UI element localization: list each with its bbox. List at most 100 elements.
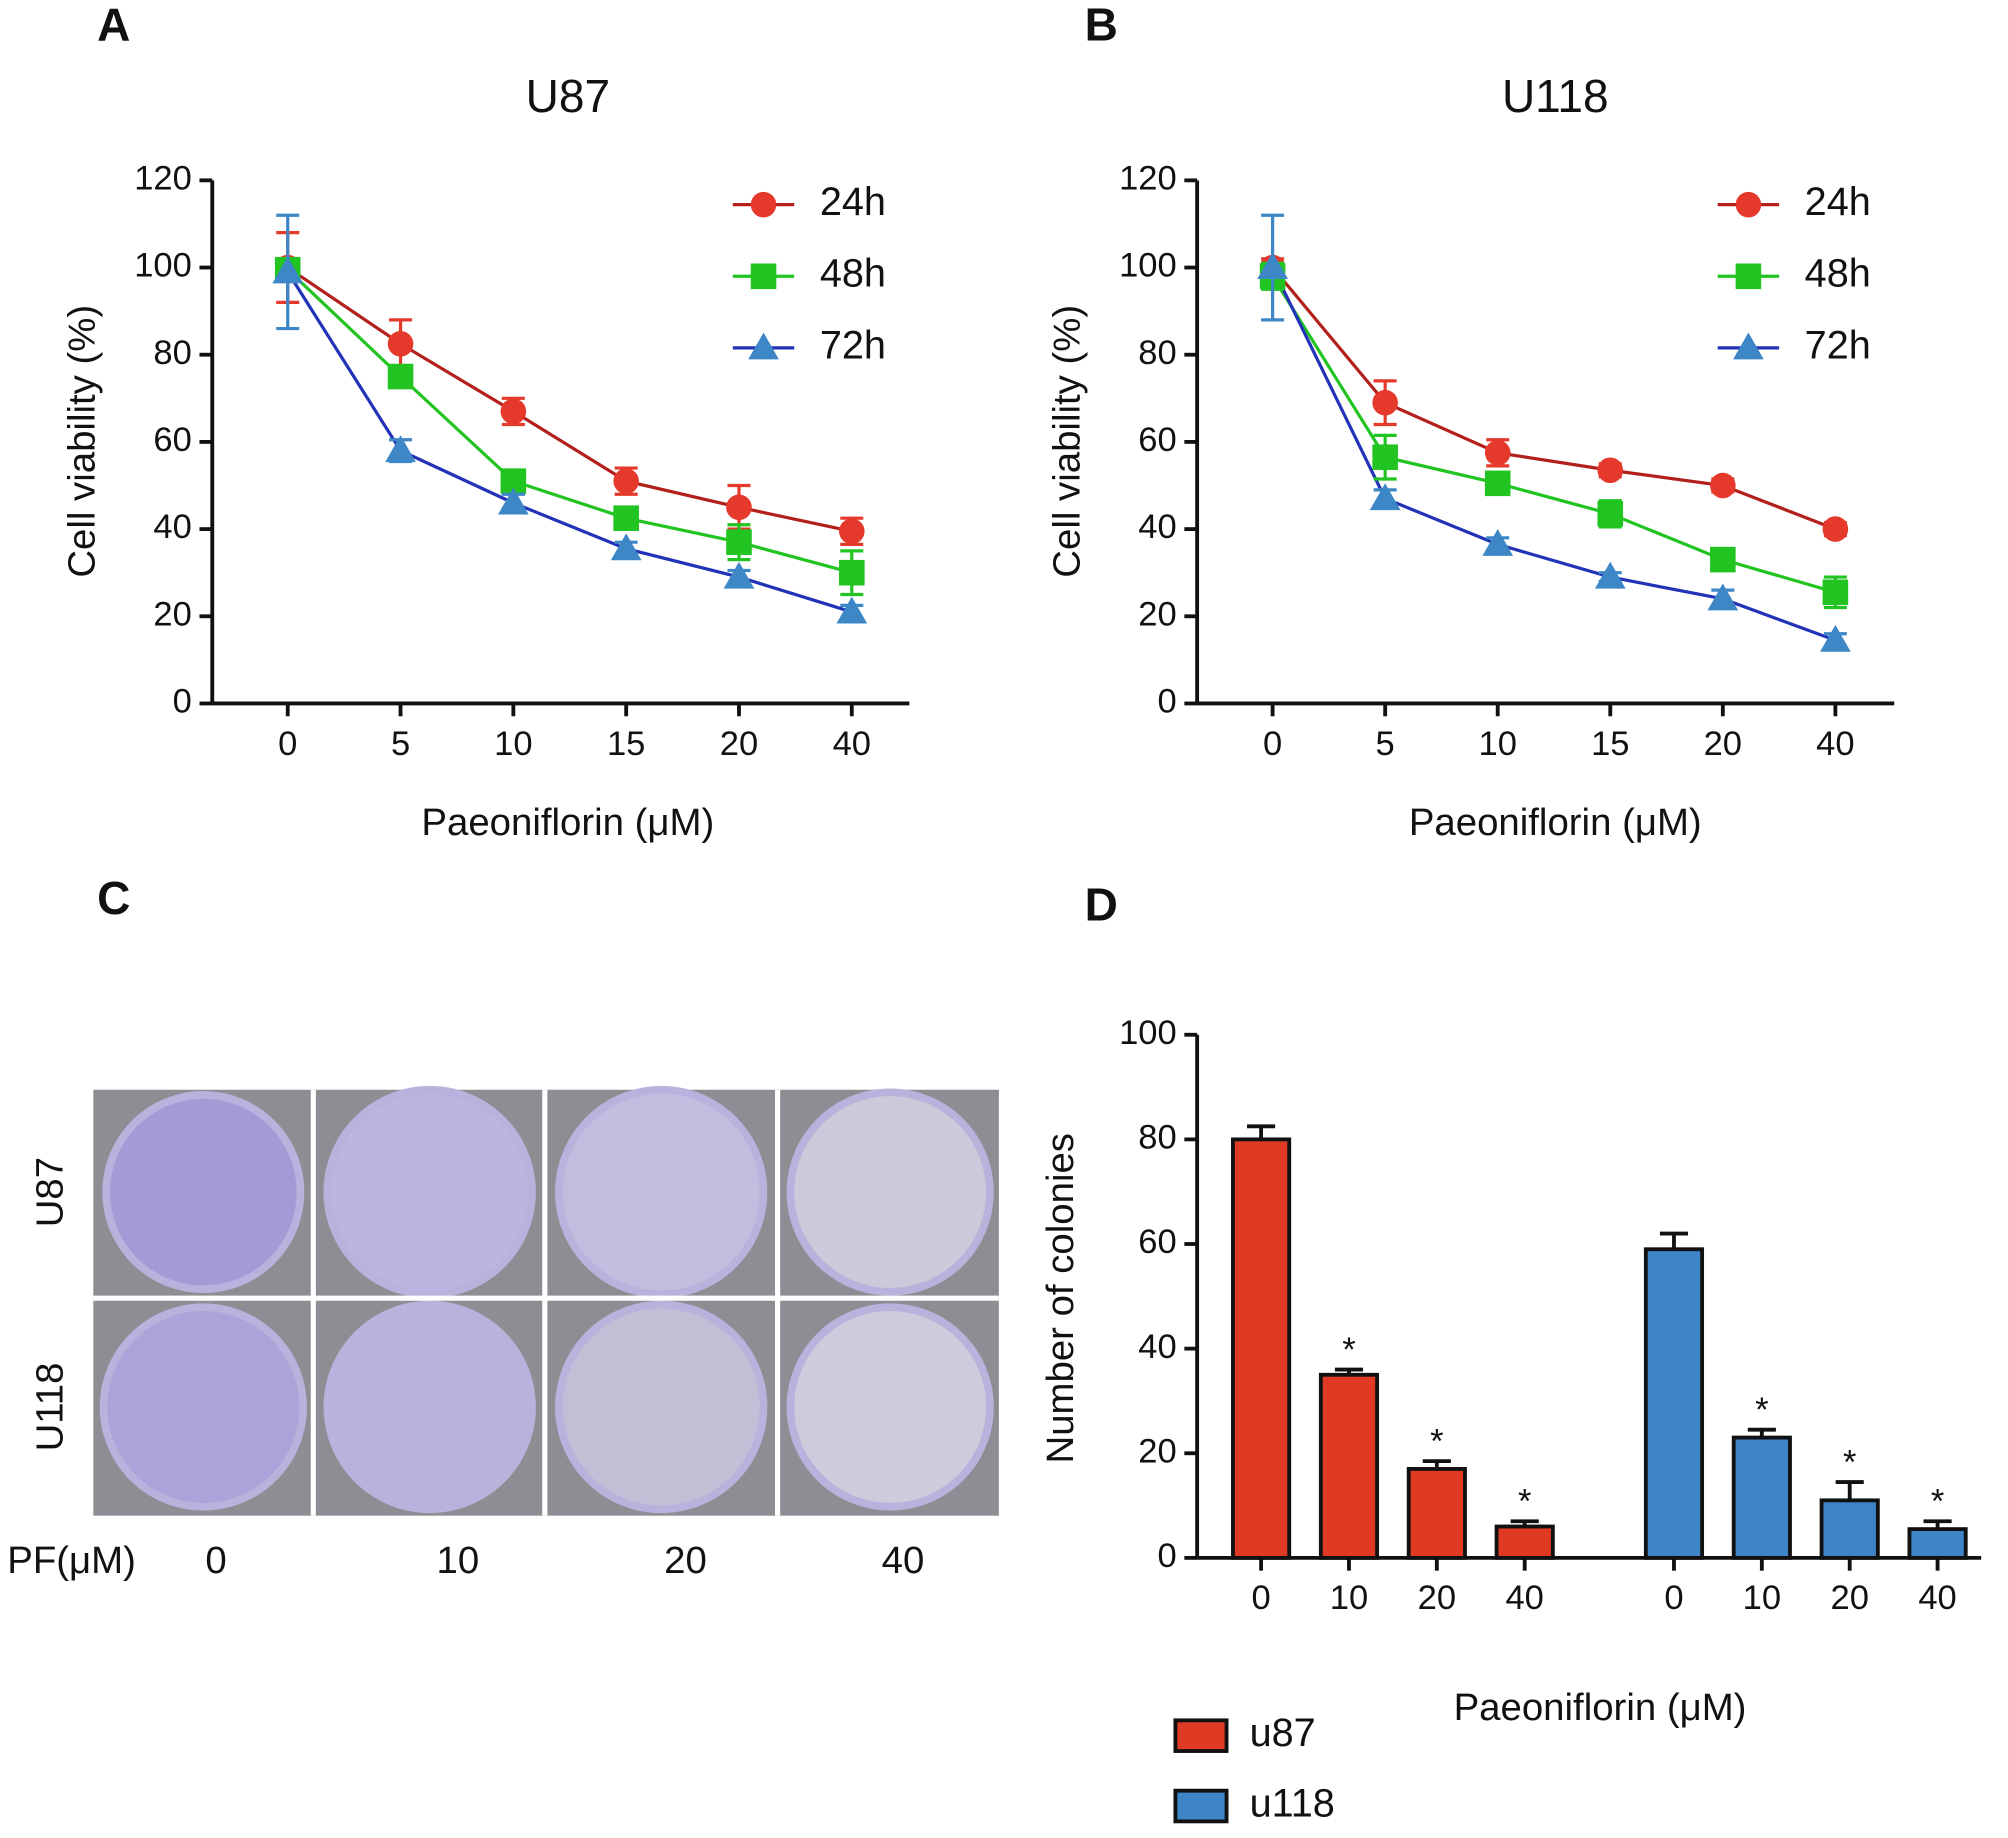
panel-letter: D <box>1085 878 1118 930</box>
marker <box>1820 624 1851 652</box>
marker <box>839 518 865 545</box>
legend-marker <box>1733 332 1764 360</box>
y-tick-label: 100 <box>1119 1014 1177 1052</box>
y-tick-label: 40 <box>1138 508 1176 546</box>
panel-letter: B <box>1085 0 1118 50</box>
marker <box>1484 470 1511 497</box>
marker <box>836 596 868 624</box>
bar <box>1406 1467 1467 1560</box>
marker <box>613 505 639 531</box>
marker <box>1369 483 1401 511</box>
x-tick-label: 15 <box>1591 725 1629 763</box>
bar <box>1318 1372 1380 1560</box>
x-tick-label: 15 <box>607 725 645 763</box>
marker <box>839 559 865 586</box>
x-tick-label: 10 <box>494 725 532 763</box>
marker <box>1597 501 1624 527</box>
dose-label: 10 <box>437 1539 480 1582</box>
row-label: U118 <box>29 1363 72 1452</box>
significance: * <box>1430 1422 1443 1460</box>
legend-label: 48h <box>1805 252 1871 296</box>
y-tick-label: 120 <box>134 159 192 197</box>
x-tick-label: 5 <box>391 725 410 763</box>
x-tick-label: 20 <box>1418 1579 1456 1617</box>
dishes <box>99 1085 994 1514</box>
marker <box>726 494 752 521</box>
series-line <box>1271 275 1836 594</box>
y-tick-label: 80 <box>1138 1119 1176 1157</box>
series-line <box>1271 266 1836 642</box>
dose-axis-label: PF(μM) <box>7 1539 136 1582</box>
marker <box>1597 457 1624 484</box>
legend-label: 72h <box>1805 323 1871 367</box>
marker <box>1372 444 1398 470</box>
bar <box>1231 1137 1292 1560</box>
row-label: U87 <box>29 1157 72 1227</box>
x-axis-label: Paeoniflorin (μM) <box>1454 1686 1747 1729</box>
legend-label: u118 <box>1250 1781 1335 1825</box>
marker <box>500 398 527 425</box>
x-tick-label: 40 <box>1918 1579 1956 1617</box>
y-tick-label: 100 <box>1119 247 1177 285</box>
dose-label: 20 <box>664 1539 707 1582</box>
marker <box>1710 472 1736 499</box>
marker <box>387 331 414 357</box>
y-tick-label: 60 <box>153 421 191 459</box>
y-tick-label: 120 <box>1119 159 1177 197</box>
panel-c: C U87 U118 PF(μM) 0 10 20 40 <box>7 872 999 1582</box>
significance: * <box>1755 1391 1768 1429</box>
x-tick-label: 40 <box>833 725 871 763</box>
x-tick-label: 40 <box>1816 725 1854 763</box>
panel-letter: C <box>97 872 130 924</box>
marker <box>1710 546 1736 573</box>
panel-letter: A <box>97 0 130 50</box>
x-tick-label: 0 <box>1664 1579 1683 1617</box>
x-tick-label: 40 <box>1505 1579 1543 1617</box>
legend-label: 72h <box>820 323 886 367</box>
bar <box>1731 1435 1792 1560</box>
y-tick-label: 60 <box>1138 1223 1176 1261</box>
legend-label: u87 <box>1250 1711 1316 1755</box>
x-tick-label: 10 <box>1743 1579 1781 1617</box>
x-tick-label: 0 <box>1251 1579 1270 1617</box>
marker <box>272 256 304 284</box>
y-tick-label: 0 <box>1157 683 1176 721</box>
marker <box>1257 252 1288 280</box>
y-tick-label: 60 <box>1138 421 1176 459</box>
x-tick-label: 0 <box>1263 725 1282 763</box>
bar <box>1643 1247 1705 1560</box>
dose-label: 40 <box>882 1539 925 1582</box>
bar <box>1494 1524 1555 1560</box>
x-tick-label: 20 <box>720 725 758 763</box>
marker <box>1822 516 1849 542</box>
dose-label: 0 <box>205 1539 226 1582</box>
legend-marker <box>1735 263 1762 290</box>
y-tick-label: 0 <box>1157 1537 1176 1575</box>
x-tick-label: 10 <box>1479 725 1517 763</box>
legend-marker <box>1735 191 1762 218</box>
legend-marker <box>748 332 779 360</box>
y-axis-label: Number of colonies <box>1039 1133 1082 1463</box>
legend-label: 24h <box>1805 180 1871 224</box>
y-tick-label: 80 <box>153 334 191 372</box>
x-tick-label: 10 <box>1330 1579 1368 1617</box>
x-tick-label: 5 <box>1376 725 1395 763</box>
y-tick-label: 100 <box>134 247 192 285</box>
marker <box>385 435 416 463</box>
legend-label: 24h <box>820 180 886 224</box>
significance: * <box>1843 1443 1856 1481</box>
y-axis-label: Cell viability (%) <box>1045 305 1088 578</box>
x-tick-label: 20 <box>1704 725 1742 763</box>
marker <box>726 529 752 555</box>
x-axis-label: Paeoniflorin (μM) <box>421 801 714 844</box>
marker <box>613 468 639 494</box>
bar <box>1819 1498 1880 1560</box>
x-axis-label: Paeoniflorin (μM) <box>1409 801 1702 844</box>
series-line <box>286 266 853 533</box>
significance: * <box>1342 1331 1355 1369</box>
significance: * <box>1518 1482 1531 1520</box>
x-tick-label: 0 <box>278 725 297 763</box>
y-tick-label: 80 <box>1138 334 1176 372</box>
legend-swatch <box>1173 1718 1229 1753</box>
